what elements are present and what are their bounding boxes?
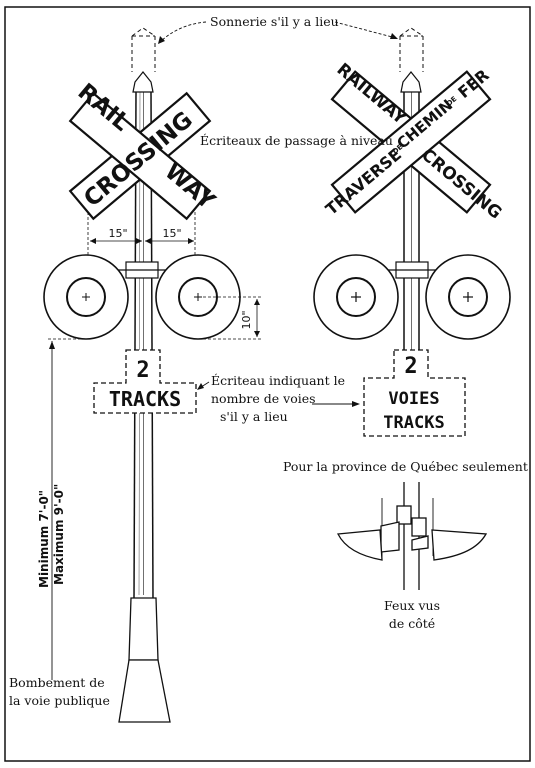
left-track-count-digit: 2 bbox=[136, 358, 149, 383]
right-label-crossing: CROSSING bbox=[417, 145, 505, 223]
side-view-lamp-hood-right bbox=[431, 529, 488, 561]
annotation-crossing-signs: Écriteaux de passage à niveau bbox=[200, 133, 393, 148]
right-bell-outline bbox=[399, 27, 424, 72]
left-height-max: Maximum 9'-0" bbox=[52, 484, 66, 585]
side-view-detail bbox=[336, 482, 488, 590]
left-lamp-left bbox=[43, 254, 129, 340]
diagram-frame bbox=[4, 6, 531, 762]
right-track-count-fr: VOIES bbox=[388, 389, 439, 409]
side-view-lamp-hood-left bbox=[336, 529, 383, 561]
right-lamp-right bbox=[425, 254, 511, 340]
left-dim-10: 10" bbox=[240, 310, 253, 329]
annotation-quebec-only: Pour la province de Québec seulement bbox=[283, 459, 528, 474]
right-pole-cap bbox=[400, 71, 422, 93]
right-track-count-en: TRACKS bbox=[383, 413, 444, 433]
left-crossbuck: RAIL WAY CROSSING bbox=[68, 79, 220, 221]
left-pole-collar bbox=[128, 597, 159, 661]
left-pole-cap bbox=[132, 71, 154, 93]
left-height-min: Minimum 7'-0" bbox=[37, 490, 51, 588]
left-board-railway bbox=[68, 91, 212, 221]
annotation-side-view-2: de côté bbox=[389, 616, 435, 631]
left-bell-outline bbox=[131, 27, 156, 72]
annotation-track-sign-2: nombre de voies bbox=[211, 391, 316, 406]
right-board-traverse bbox=[330, 70, 492, 214]
annotation-bell: Sonnerie s'il y a lieu bbox=[210, 14, 339, 29]
annotation-side-view-1: Feux vus bbox=[384, 598, 440, 613]
annotation-road-crown-1: Bombement de bbox=[9, 675, 105, 690]
left-dim-15-right: 15" bbox=[162, 227, 181, 240]
left-dimension-10: 10" bbox=[198, 296, 262, 340]
left-dim-15-left: 15" bbox=[108, 227, 127, 240]
left-dimension-spacing: 15" 15" bbox=[87, 212, 196, 270]
annotation-track-sign-1: Écriteau indiquant le bbox=[211, 373, 345, 388]
right-lamp-left bbox=[313, 254, 399, 340]
left-pole-foundation bbox=[118, 659, 171, 723]
right-track-count-plate bbox=[363, 349, 466, 437]
left-height-dimension: Minimum 7'-0" Maximum 9'-0" bbox=[37, 338, 86, 680]
left-track-count-word: TRACKS bbox=[109, 387, 181, 411]
annotation-track-sign-3: s'il y a lieu bbox=[220, 409, 288, 424]
right-track-count-digit: 2 bbox=[404, 354, 417, 379]
annotation-road-crown-2: la voie publique bbox=[9, 693, 110, 708]
annotations: Sonnerie s'il y a lieu Écriteaux de pass… bbox=[9, 14, 528, 708]
left-track-count-plate bbox=[93, 349, 197, 414]
